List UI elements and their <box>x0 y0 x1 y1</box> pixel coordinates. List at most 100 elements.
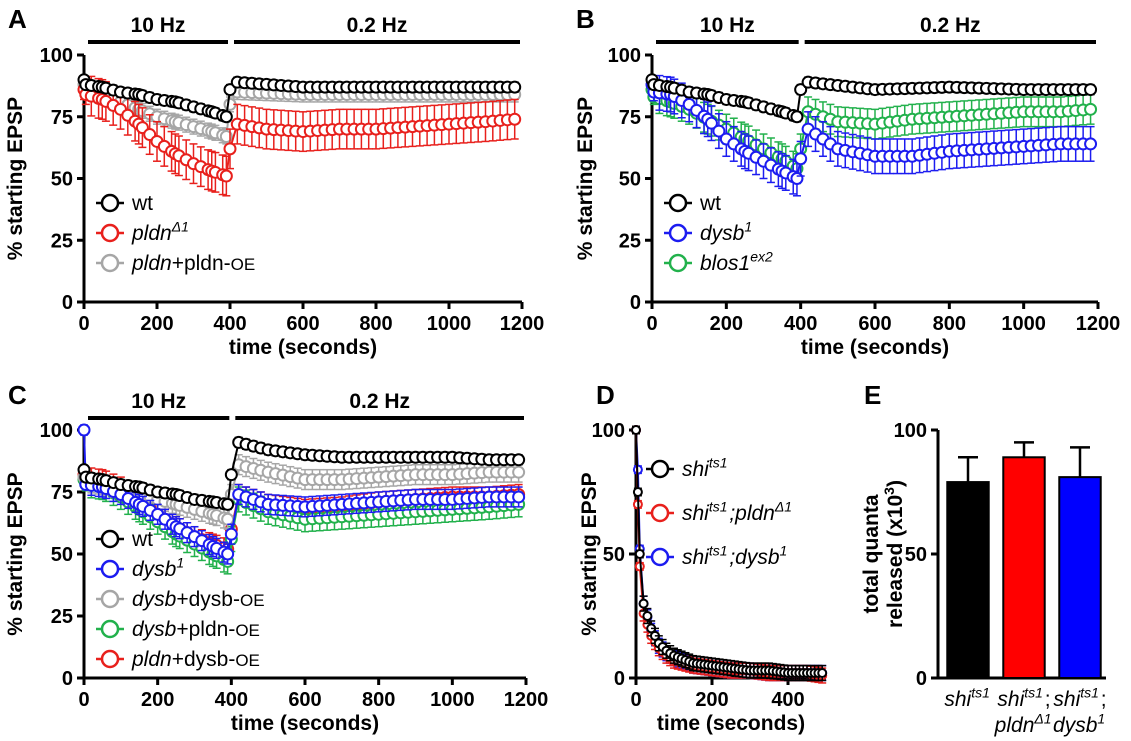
legend-label: dysb1 <box>132 555 186 581</box>
data-point <box>638 598 649 609</box>
y-tick-label: 50 <box>603 544 625 566</box>
x-tick-label: 400 <box>784 313 817 335</box>
data-point <box>224 468 238 482</box>
x-tick-label: 0 <box>78 313 89 335</box>
y-tick-label: 100 <box>40 45 73 67</box>
data-point <box>790 110 804 124</box>
data-point <box>512 453 526 467</box>
panel-c: C 0 200 400 600 800 1000 1200 0 25 50 75 100 time (se… <box>4 380 548 735</box>
x-tick-label: 1000 <box>1001 313 1046 335</box>
data-point <box>704 116 718 130</box>
legend: wt pldnΔ1 pldn+pldn-OE <box>96 192 255 275</box>
x-tick-label: 1200 <box>1076 313 1121 335</box>
legend-marker <box>100 193 120 213</box>
data-point <box>219 169 233 183</box>
data-point <box>712 124 726 138</box>
y-tick-label: 50 <box>51 169 73 191</box>
x-axis-label: time (seconds) <box>801 336 949 359</box>
x-tick-label: 0 <box>630 689 641 711</box>
y-tick-label: 100 <box>608 45 641 67</box>
data-point <box>77 423 91 437</box>
y-tick-label: 25 <box>51 230 73 252</box>
stim-label: 10 Hz <box>131 14 186 37</box>
x-tick-label: 600 <box>286 313 319 335</box>
data-point <box>512 465 526 479</box>
data-point <box>512 490 526 504</box>
x-tick-label: 800 <box>933 313 966 335</box>
series-wt <box>77 435 526 511</box>
data-point <box>1084 102 1098 116</box>
x-tick-label: 400 <box>213 313 246 335</box>
stim-label: 10 Hz <box>700 14 755 37</box>
panel-label: C <box>8 380 27 410</box>
legend-label: blos1ex2 <box>700 249 775 275</box>
legend-label: wt <box>131 192 153 215</box>
y-tick-label: 25 <box>619 230 641 252</box>
legend-marker <box>100 223 120 243</box>
x-tick-label: 0 <box>78 689 89 711</box>
x-tick-label: 1200 <box>500 313 545 335</box>
legend-label: pldnΔ1 <box>131 219 191 245</box>
data-point <box>219 110 233 124</box>
x-axis-label: time (seconds) <box>657 712 805 735</box>
y-tick-label: 100 <box>894 420 927 442</box>
y-tick-label: 75 <box>51 482 73 504</box>
data-point <box>642 611 653 621</box>
x-tick-label: 1000 <box>427 313 472 335</box>
legend: shits1 shits1 ;pldnΔ1 shits1 ;dysb1 <box>646 455 794 569</box>
panel-label: E <box>864 380 881 410</box>
data-point <box>508 80 522 94</box>
legend-marker <box>100 559 120 579</box>
x-tick-label: 0 <box>646 313 657 335</box>
data-point <box>221 512 235 526</box>
x-tick-label: 200 <box>140 313 173 335</box>
data-point <box>224 527 238 541</box>
series-dysb1 <box>77 423 526 565</box>
legend: wt dysb1 blos1ex2 <box>664 192 775 275</box>
y-tick-label: 0 <box>916 668 927 690</box>
category-label: pldnΔ1 <box>994 711 1054 737</box>
data-point <box>794 83 808 97</box>
y-tick-label: 0 <box>62 292 73 314</box>
data-point <box>221 547 235 561</box>
x-tick-label: 600 <box>858 313 891 335</box>
x-tick-label: 400 <box>215 689 248 711</box>
legend-marker <box>100 649 120 669</box>
legend-label: shits1 ;pldnΔ1 <box>682 499 794 525</box>
y-tick-label: 75 <box>51 107 73 129</box>
legend-marker <box>668 253 688 273</box>
data-point <box>223 83 237 97</box>
x-tick-label: 200 <box>695 689 728 711</box>
legend-marker <box>650 503 670 523</box>
data-point <box>219 130 233 144</box>
x-tick-label: 600 <box>288 689 321 711</box>
category-label: shits1 ; <box>1053 685 1106 711</box>
y-tick-label: 50 <box>51 544 73 566</box>
legend-marker <box>100 253 120 273</box>
y-axis-label: % starting EPSP <box>578 472 601 635</box>
panel-e: E 0 50 100 total quanta released (x103) shits1… <box>860 380 1107 737</box>
data-point <box>794 152 808 166</box>
data-point <box>223 142 237 156</box>
legend-label: pldn+pldn-OE <box>131 252 255 275</box>
x-tick-label: 800 <box>362 689 395 711</box>
legend-marker <box>650 459 670 479</box>
y-tick-label: 100 <box>592 420 625 442</box>
legend-label: dysb+pldn-OE <box>132 618 260 641</box>
y-axis-label: % starting EPSP <box>4 97 27 260</box>
y-tick-label: 0 <box>630 292 641 314</box>
series-wt <box>645 73 1098 124</box>
legend-label: shits1 ;dysb1 <box>682 543 789 569</box>
legend-label: wt <box>131 528 153 551</box>
panel-a: A 0 200 400 600 800 1000 1200 0 25 50 75 100 time (se… <box>4 4 544 359</box>
x-tick-label: 1000 <box>430 689 475 711</box>
category-label: shits1 ; <box>997 685 1050 711</box>
y-tick-label: 0 <box>614 668 625 690</box>
series-blos1ex2 <box>645 81 1098 185</box>
y-tick-label: 50 <box>905 544 927 566</box>
x-tick-label: 200 <box>710 313 743 335</box>
y-tick-label: 25 <box>51 606 73 628</box>
data-point <box>1084 137 1098 151</box>
legend-marker <box>100 619 120 639</box>
